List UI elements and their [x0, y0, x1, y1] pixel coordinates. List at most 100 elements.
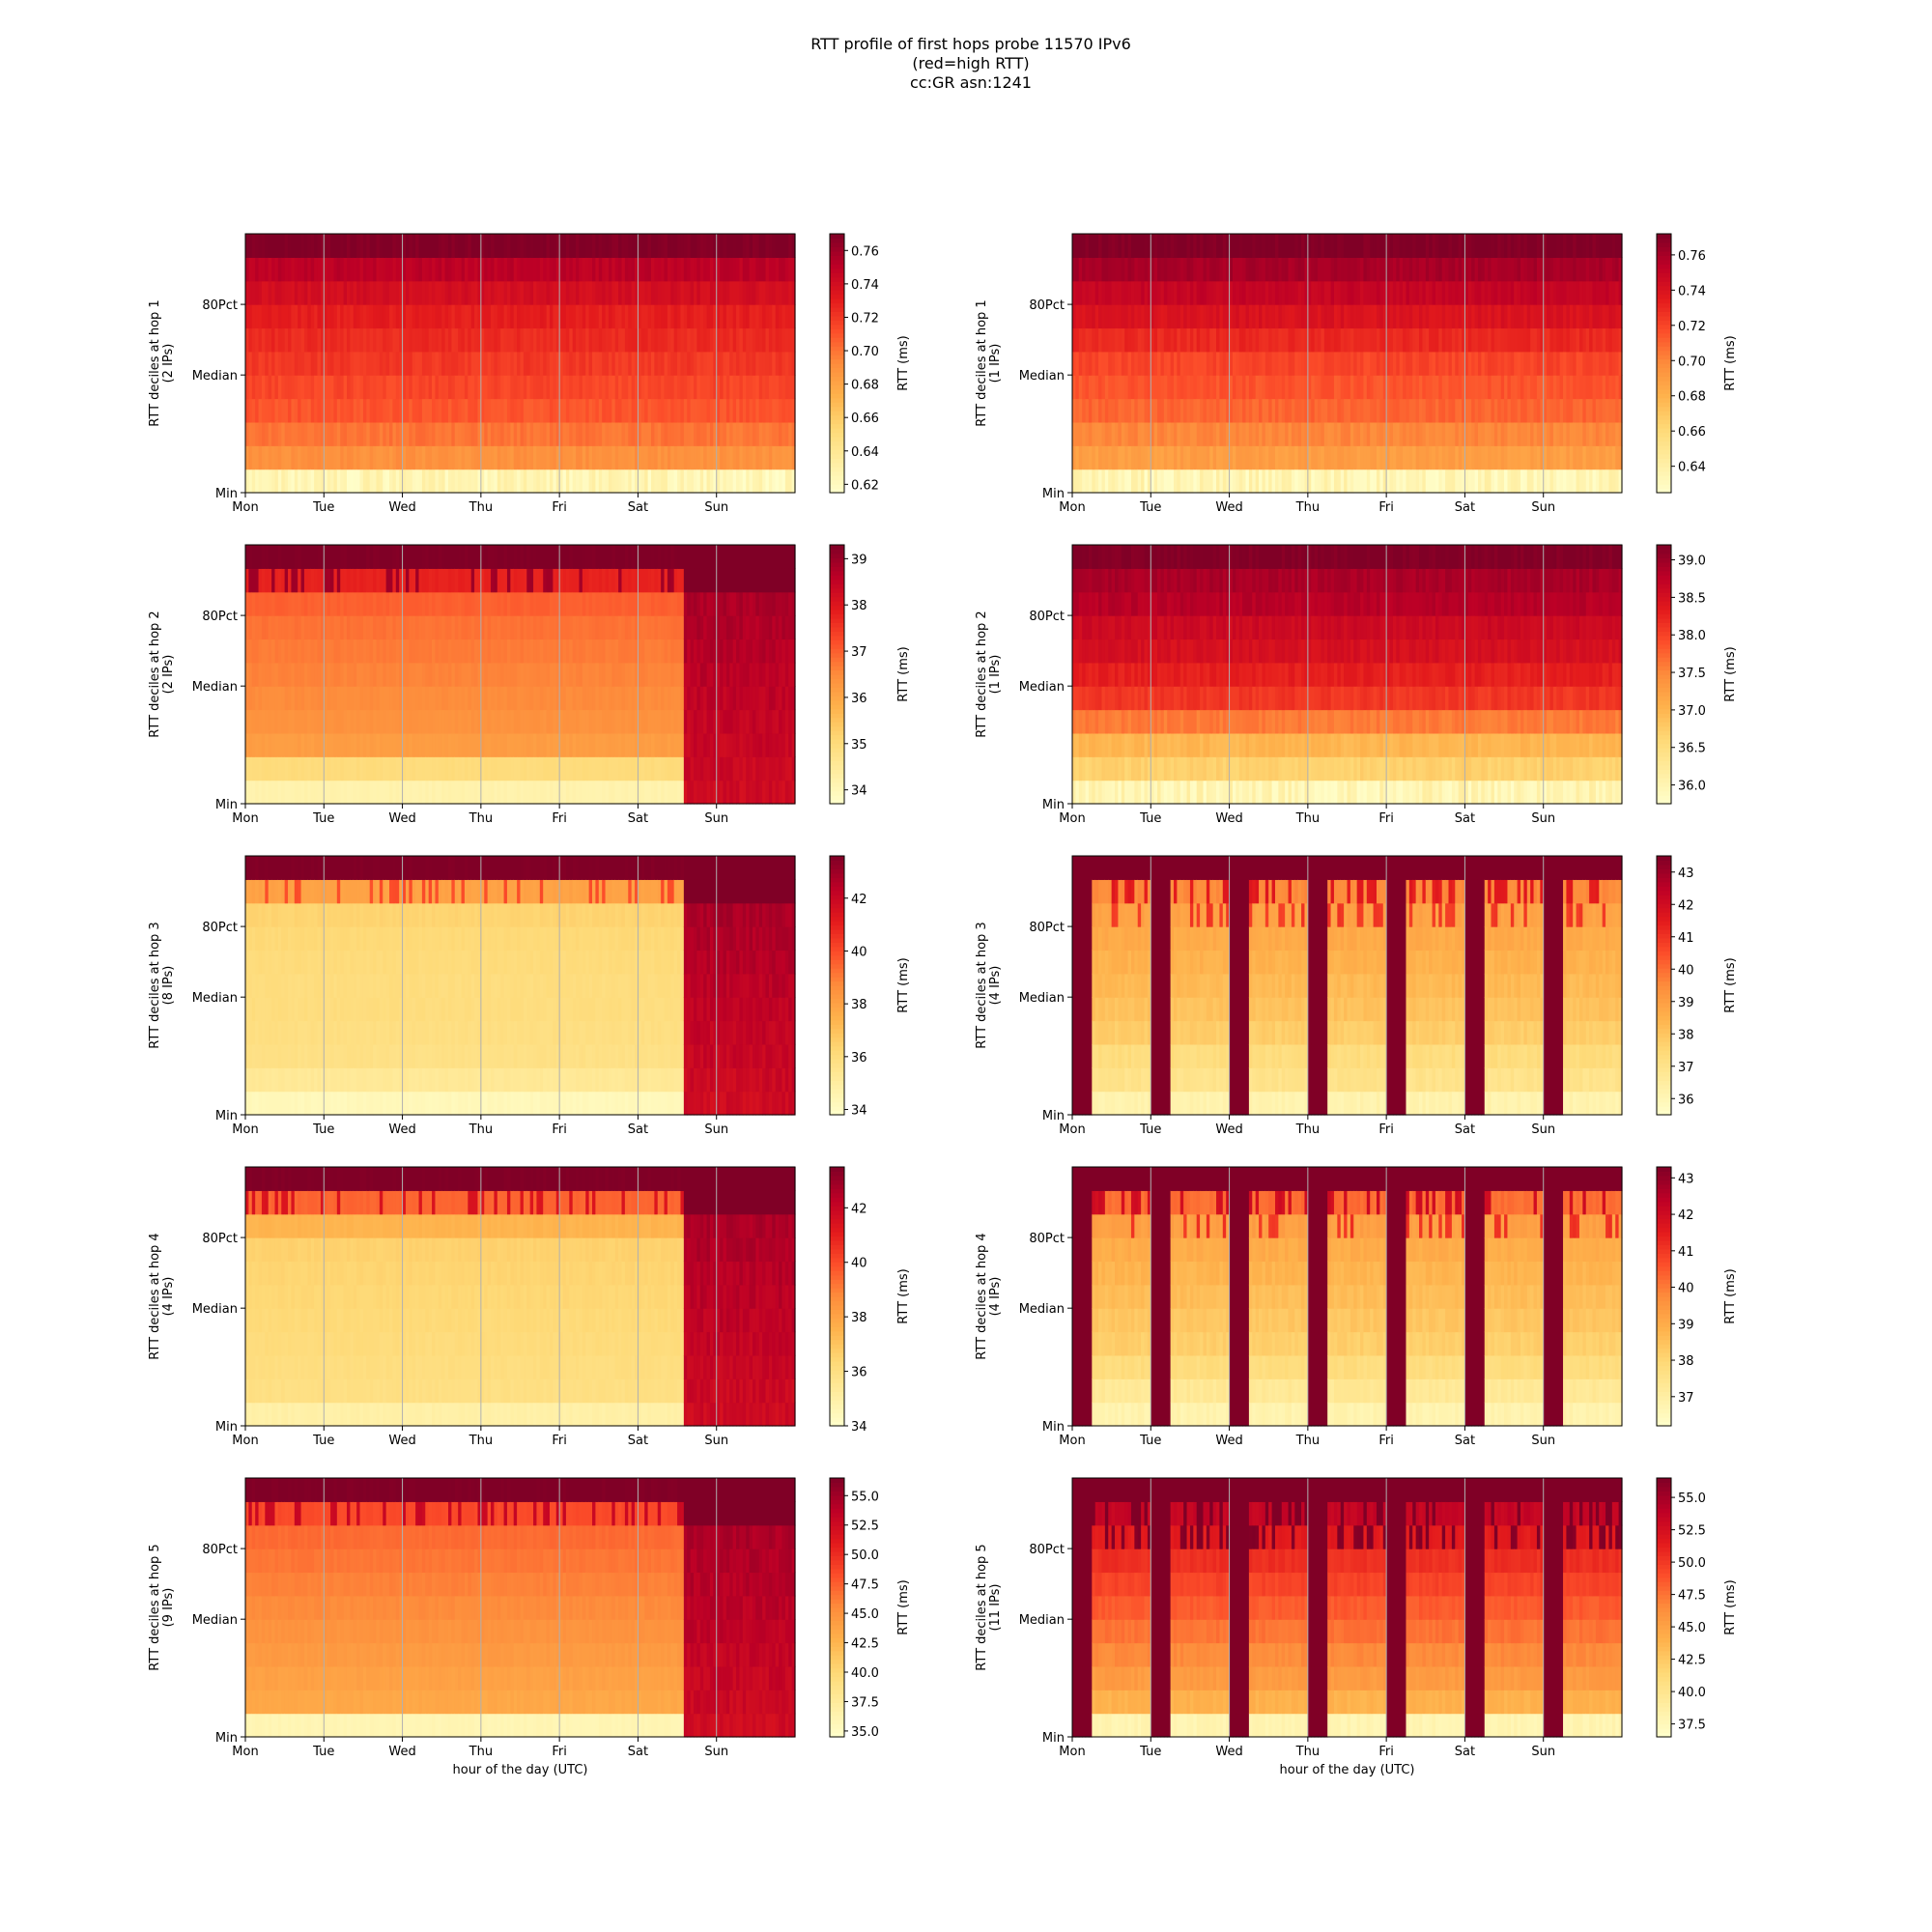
colorbar-segment	[1657, 437, 1671, 441]
colorbar-segment	[830, 384, 844, 389]
colorbar-segment	[1657, 398, 1671, 403]
colorbar-segment	[1657, 428, 1671, 433]
x-tick-label: Sun	[704, 500, 728, 515]
colorbar-segment	[1657, 475, 1671, 480]
colorbar-segment	[830, 342, 844, 347]
x-tick-label: Thu	[1295, 500, 1320, 515]
colorbar-segment	[1657, 298, 1671, 303]
colorbar-segment	[830, 320, 844, 325]
y-axis-label: RTT deciles at hop 1	[975, 299, 989, 426]
colorbar-segment	[1657, 316, 1671, 321]
colorbar-tick-label: 0.70	[1678, 355, 1706, 369]
colorbar-segment	[1657, 367, 1671, 372]
colorbar-segment	[1657, 411, 1671, 415]
colorbar-segment	[830, 333, 844, 338]
colorbar-segment	[830, 277, 844, 282]
colorbar-segment	[1657, 363, 1671, 368]
colorbar-segment	[1657, 415, 1671, 420]
x-tick-label: Mon	[1059, 500, 1085, 515]
colorbar-segment	[1657, 337, 1671, 342]
colorbar-segment	[1657, 359, 1671, 364]
x-tick-label: Mon	[232, 500, 258, 515]
colorbar-segment	[830, 428, 844, 433]
colorbar-segment	[830, 424, 844, 429]
colorbar-segment	[1657, 346, 1671, 351]
colorbar-segment	[1657, 251, 1671, 256]
colorbar-segment	[1657, 440, 1671, 445]
colorbar-tick-label: 0.68	[851, 379, 879, 393]
colorbar-segment	[830, 437, 844, 441]
colorbar-segment	[1657, 355, 1671, 359]
colorbar-segment	[830, 363, 844, 368]
colorbar-segment	[1657, 407, 1671, 412]
y-tick-label: Median	[1019, 369, 1065, 384]
colorbar-segment	[1657, 471, 1671, 476]
colorbar-segment	[830, 467, 844, 471]
colorbar-segment	[1657, 351, 1671, 355]
y-tick-label: 80Pct	[202, 298, 238, 313]
colorbar-segment	[830, 264, 844, 269]
colorbar-segment	[830, 449, 844, 454]
x-tick-label: Fri	[552, 500, 567, 515]
colorbar-segment	[1657, 402, 1671, 407]
colorbar: 0.620.640.660.680.700.720.740.76RTT (ms)	[830, 234, 911, 494]
colorbar-segment	[830, 381, 844, 385]
colorbar-tick-label: 0.76	[851, 244, 879, 259]
colorbar-segment	[1657, 445, 1671, 450]
colorbar-segment	[830, 393, 844, 398]
colorbar-segment	[1657, 286, 1671, 291]
colorbar-segment	[1657, 454, 1671, 459]
colorbar-tick-label: 0.66	[851, 412, 879, 426]
colorbar-segment	[830, 316, 844, 321]
colorbar-segment	[830, 372, 844, 377]
colorbar-segment	[830, 234, 844, 239]
colorbar-tick-label: 0.74	[1678, 284, 1706, 298]
colorbar-segment	[830, 480, 844, 485]
colorbar-segment	[1657, 467, 1671, 471]
colorbar-segment	[1657, 238, 1671, 242]
colorbar-tick-label: 0.74	[851, 278, 879, 293]
colorbar-segment	[1657, 463, 1671, 468]
colorbar-segment	[830, 307, 844, 312]
colorbar-segment	[1657, 277, 1671, 282]
colorbar-segment	[1657, 281, 1671, 286]
colorbar-segment	[830, 269, 844, 273]
heatmap-cells	[1072, 234, 1623, 494]
colorbar-tick-label: 0.72	[1678, 320, 1706, 334]
colorbar-segment	[830, 251, 844, 256]
heatmap-panel-hop-1-right: Mon Tue Wed Thu Fri Sat SunMinMedian80PctRTT d…	[975, 234, 1738, 515]
colorbar-segment	[830, 260, 844, 265]
colorbar-tick-label: 0.64	[851, 445, 879, 460]
y-axis-label: RTT deciles at hop 1	[148, 299, 162, 426]
x-tick-label: Sat	[1455, 500, 1475, 515]
colorbar-segment	[830, 295, 844, 299]
colorbar-label: RTT (ms)	[896, 335, 911, 390]
colorbar-segment	[830, 407, 844, 412]
colorbar-segment	[830, 286, 844, 291]
x-tick-label: Tue	[312, 500, 334, 515]
colorbar-segment	[830, 415, 844, 420]
colorbar-segment	[830, 325, 844, 329]
y-tick-label: Median	[192, 369, 238, 384]
colorbar-segment	[1657, 376, 1671, 381]
colorbar-segment	[1657, 333, 1671, 338]
y-axis-sublabel: (2 IPs)	[161, 344, 176, 384]
y-tick-label: Min	[1042, 487, 1065, 501]
colorbar-segment	[830, 346, 844, 351]
x-tick-label: Wed	[388, 500, 415, 515]
x-tick-label: Wed	[1215, 500, 1242, 515]
colorbar-segment	[830, 411, 844, 415]
colorbar-segment	[1657, 260, 1671, 265]
colorbar-segment	[830, 440, 844, 445]
colorbar-segment	[1657, 393, 1671, 398]
heatmap-panel-hop-2-left: Mon Tue Wed Thu Fri Sat SunMinMedian80PctRTT d…	[148, 545, 911, 826]
y-tick-label: Min	[215, 487, 238, 501]
colorbar-segment	[1657, 381, 1671, 385]
colorbar-segment	[1657, 269, 1671, 273]
colorbar-segment	[1657, 484, 1671, 489]
colorbar-segment	[1657, 389, 1671, 394]
heatmap-cells	[245, 545, 796, 805]
colorbar-segment	[1657, 264, 1671, 269]
